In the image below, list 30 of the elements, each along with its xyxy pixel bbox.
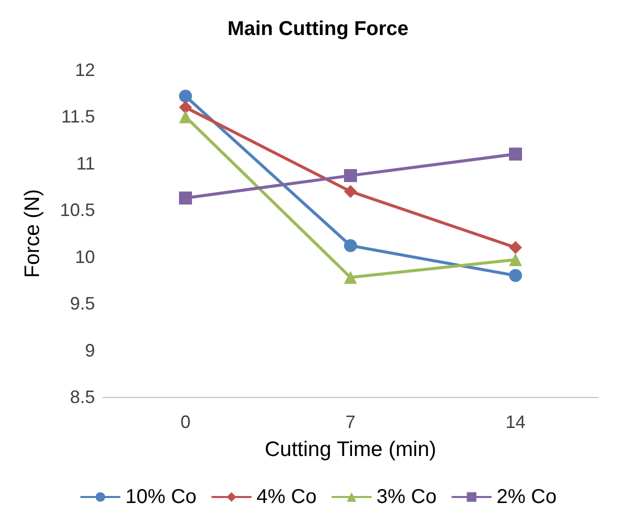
x-tick-label: 14 bbox=[505, 412, 526, 432]
y-tick-label: 11 bbox=[76, 153, 95, 174]
chart-title: Main Cutting Force bbox=[227, 18, 409, 40]
point bbox=[179, 100, 192, 114]
x-axis-title: Cutting Time (min) bbox=[264, 438, 436, 461]
point bbox=[344, 239, 357, 252]
y-tick-label: 10 bbox=[74, 246, 95, 267]
point bbox=[344, 184, 357, 198]
y-tick-label: 12 bbox=[74, 60, 95, 80]
legend-label: 3% Co bbox=[376, 486, 437, 508]
y-tick-label: 9.5 bbox=[70, 294, 95, 314]
point bbox=[179, 191, 192, 204]
legend-label: 10% Co bbox=[125, 486, 197, 508]
point bbox=[344, 169, 357, 182]
y-tick-label: 11.5 bbox=[61, 106, 95, 127]
point bbox=[509, 241, 522, 254]
legend-label: 2% Co bbox=[496, 486, 557, 508]
legend-label: 4% Co bbox=[256, 486, 317, 508]
point bbox=[179, 90, 192, 103]
point bbox=[509, 148, 522, 161]
point bbox=[179, 110, 192, 124]
point bbox=[509, 253, 522, 266]
point bbox=[509, 269, 522, 282]
x-tick-label: 7 bbox=[345, 412, 356, 432]
x-tick-label: 0 bbox=[180, 412, 191, 432]
y-tick-label: 9 bbox=[84, 340, 95, 360]
point bbox=[344, 270, 357, 284]
y-axis-title: Force (N) bbox=[21, 189, 44, 278]
y-tick-label: 10.5 bbox=[60, 200, 95, 220]
y-tick-label: 8.5 bbox=[70, 387, 95, 407]
